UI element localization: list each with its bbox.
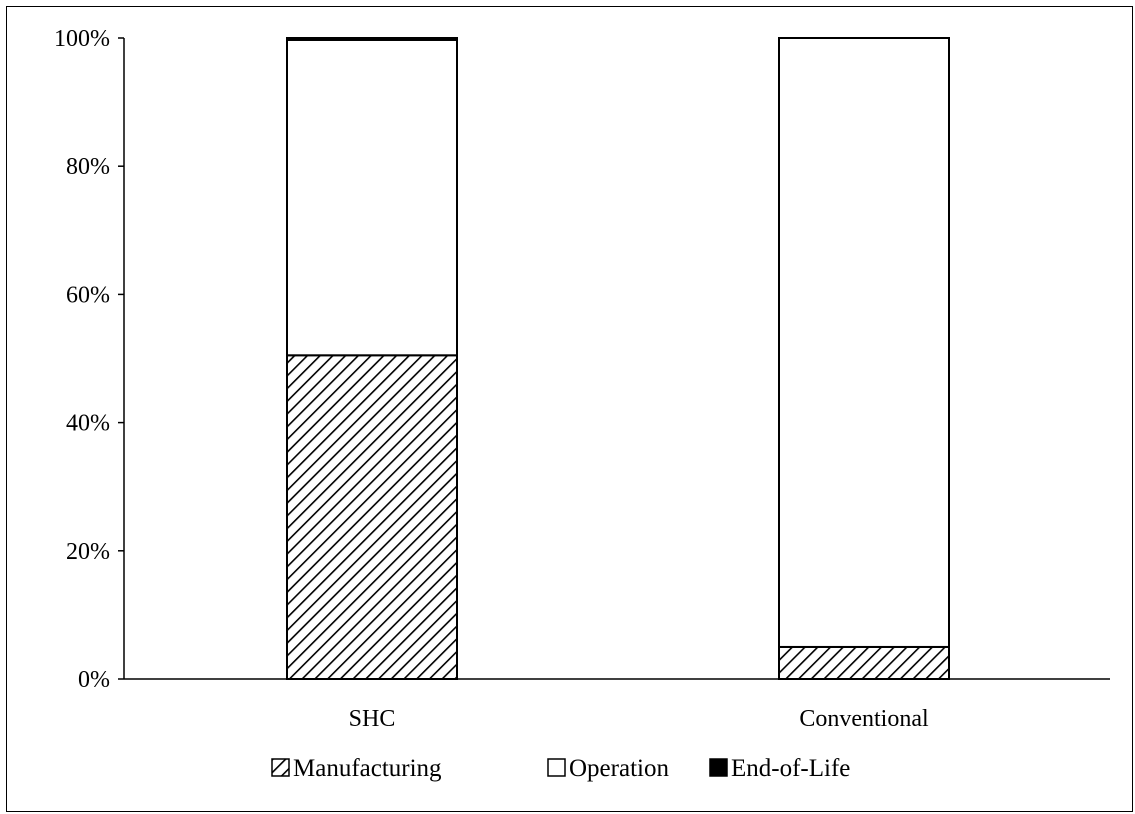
bar-operation-shc	[286, 38, 458, 357]
y-tick-label: 60%	[66, 282, 110, 308]
bar-manufacturing-shc	[286, 354, 458, 680]
bars	[286, 37, 950, 681]
legend-swatch	[547, 758, 566, 777]
axes: 0% 20% 40% 60% 80% 100% SHC Conventional	[54, 26, 1110, 732]
legend-label: Operation	[569, 755, 669, 782]
y-tick-label: 40%	[66, 411, 110, 437]
legend: Manufacturing Operation End-of-Life	[271, 755, 850, 782]
legend-swatch	[271, 758, 290, 777]
y-tick-label: 0%	[78, 667, 110, 693]
x-category-label: Conventional	[799, 706, 929, 732]
legend-label: End-of-Life	[731, 755, 850, 782]
y-tick-label: 20%	[66, 539, 110, 565]
bar-operation-conventional	[778, 37, 950, 648]
legend-swatch	[709, 758, 728, 777]
y-tick-label: 100%	[54, 26, 110, 52]
x-category-label: SHC	[349, 706, 396, 732]
legend-label: Manufacturing	[293, 755, 442, 782]
y-tick-label: 80%	[66, 154, 110, 180]
bar-manufacturing-conventional	[778, 645, 950, 681]
bar-end-of-life-shc	[286, 37, 458, 41]
